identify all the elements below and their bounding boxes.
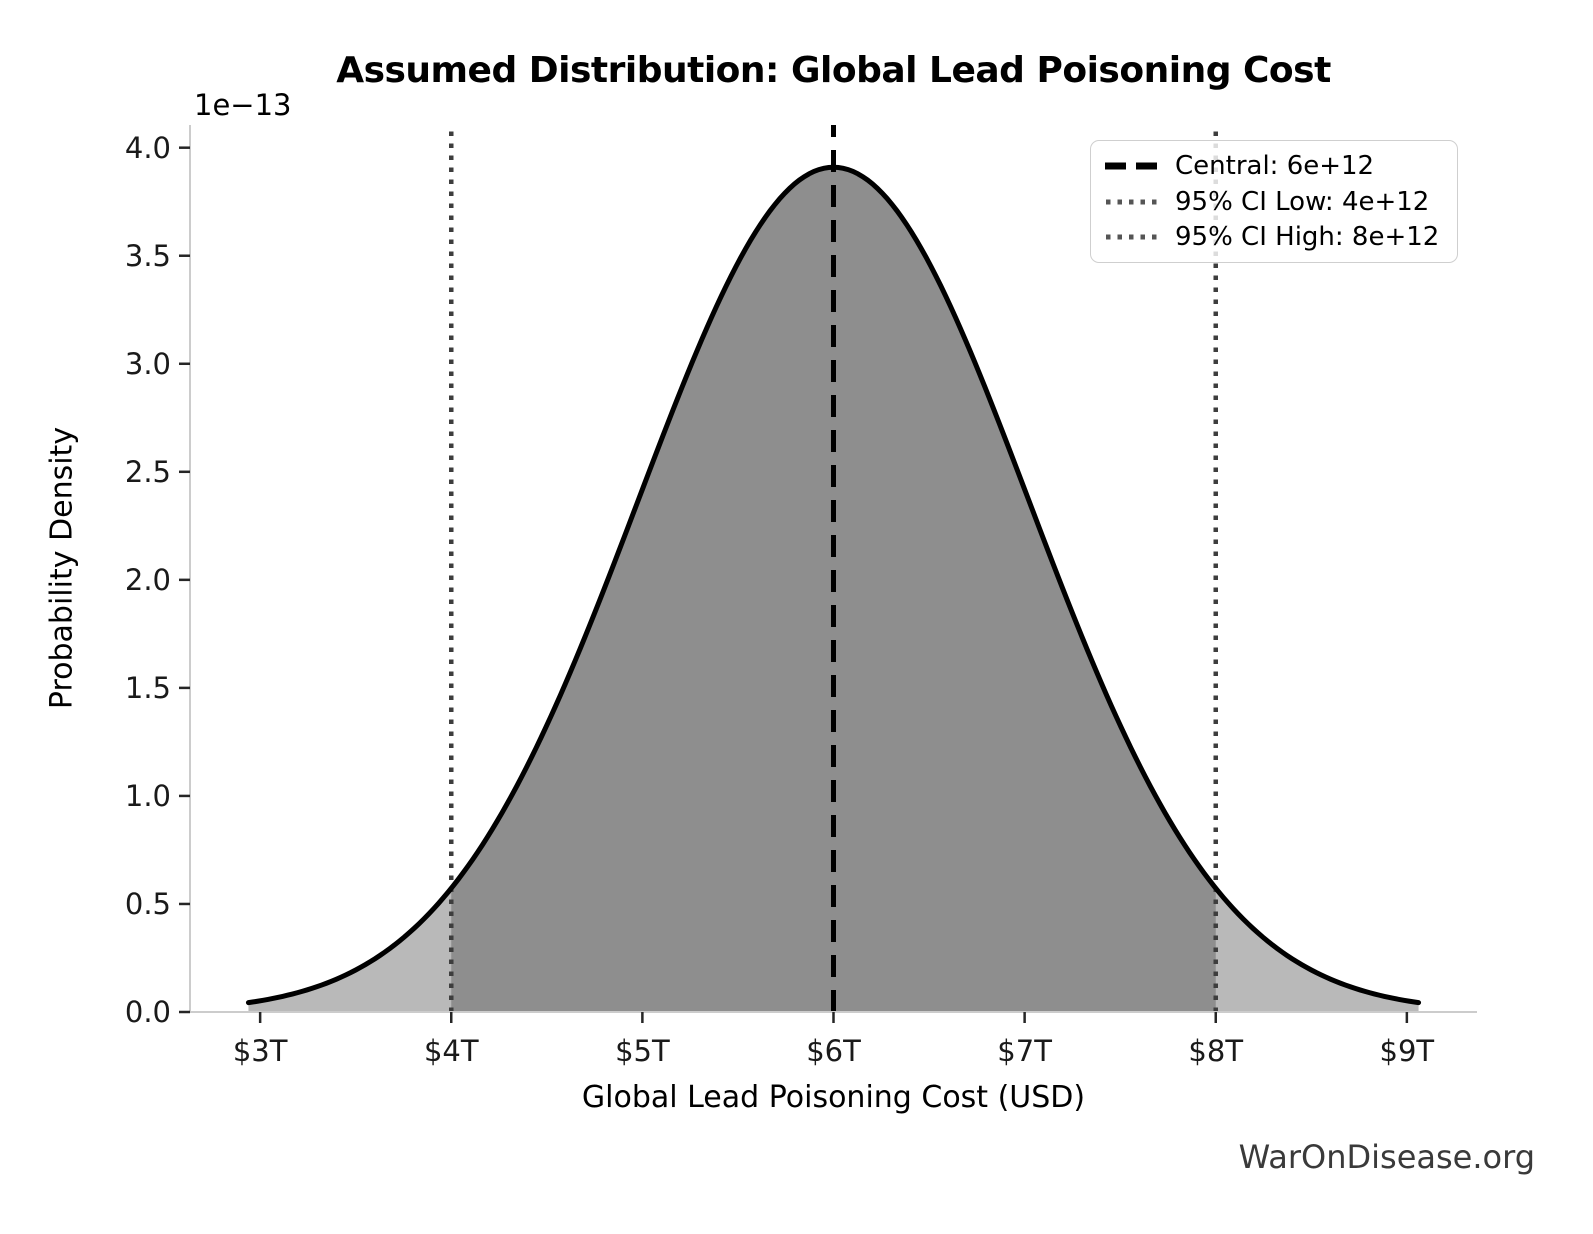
y-axis-offset-label: 1e−13 [194,88,292,122]
y-tick-label-0.0: 0.0 [124,995,171,1029]
dotted-line-sample-icon [1106,199,1157,204]
x-tick-label-$3T: $3T [232,1034,288,1068]
y-tick-label-3.5: 3.5 [124,238,171,273]
y-tick-label-1.0: 1.0 [124,778,171,813]
chart-title: Assumed Distribution: Global Lead Poison… [336,50,1331,91]
y-tick-label-2.0: 2.0 [124,562,171,597]
x-tick-label-$9T: $9T [1379,1034,1435,1068]
y-tick-label-4.0: 4.0 [124,130,171,165]
watermark: WarOnDisease.org [1238,1138,1535,1176]
x-tick-label-$7T: $7T [997,1034,1052,1068]
legend-item-ci-high: 95% CI High: 8e+12 [1105,222,1443,252]
x-tick-label-$5T: $5T [615,1034,670,1068]
legend-label-ci-low: 95% CI Low: 4e+12 [1175,186,1430,217]
legend-item-ci-low: 95% CI Low: 4e+12 [1105,187,1443,217]
dashed-line-sample-icon [1105,162,1157,170]
y-tick-label-0.5: 0.5 [124,886,171,921]
x-tick-label-$4T: $4T [423,1034,479,1068]
x-axis-label: Global Lead Poisoning Cost (USD) [581,1080,1086,1115]
legend-label-central: Central: 6e+12 [1175,150,1375,181]
dotted-line-sample-icon [1106,234,1157,240]
legend-label-ci-high: 95% CI High: 8e+12 [1175,222,1440,253]
x-tick-label-$6T: $6T [806,1034,861,1068]
x-tick-label-$8T: $8T [1188,1034,1244,1068]
density-curve [245,164,1422,1006]
legend: Central: 6e+12 95% CI Low: 4e+12 95% CI … [1090,140,1458,263]
y-tick-label-1.5: 1.5 [124,670,171,705]
y-tick-label-2.5: 2.5 [124,454,171,489]
y-tick-label-3.0: 3.0 [124,346,171,381]
legend-item-central: Central: 6e+12 [1105,151,1443,181]
